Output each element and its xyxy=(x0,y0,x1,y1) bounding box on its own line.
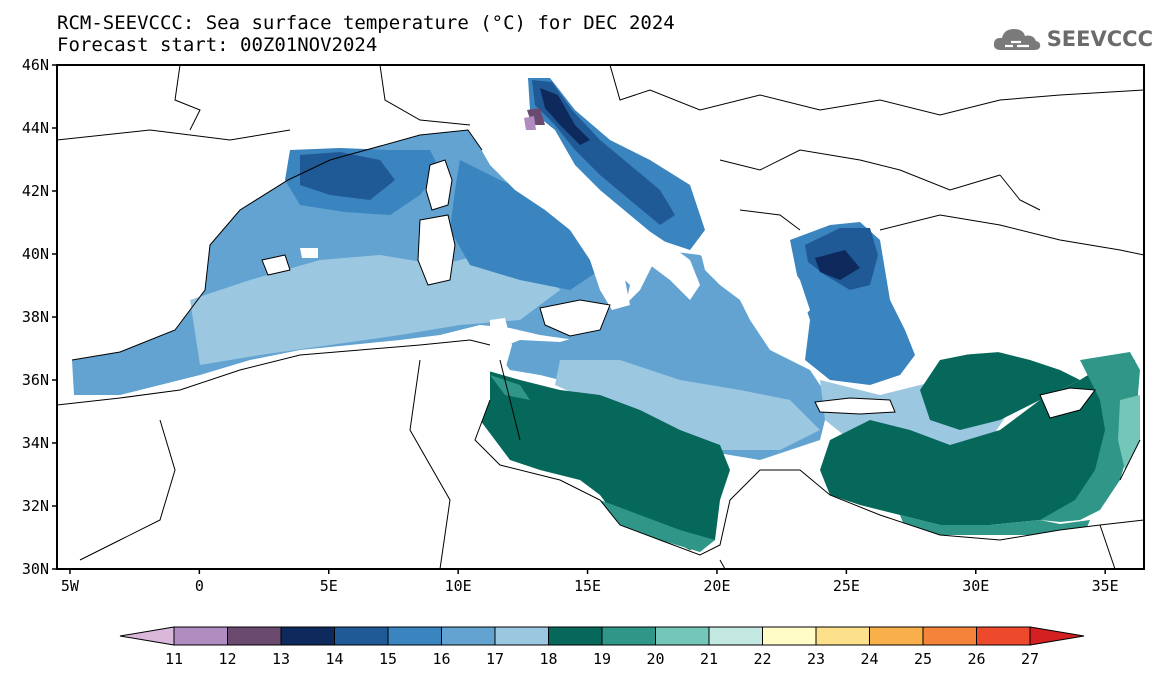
lon-tick-label: 10E xyxy=(445,577,472,595)
colorbar-label: 15 xyxy=(379,650,397,668)
map-title: RCM-SEEVCCC: Sea surface temperature (°C… xyxy=(57,12,675,34)
lon-tick-label: 15E xyxy=(574,577,601,595)
lon-tick-label: 5E xyxy=(320,577,338,595)
colorbar-swatch xyxy=(548,626,603,646)
lat-tick-label: 44N xyxy=(22,119,49,137)
colorbar-swatch xyxy=(601,626,656,646)
colorbar-label: 11 xyxy=(165,650,183,668)
lon-tick-label: 20E xyxy=(703,577,730,595)
lon-tick-label: 25E xyxy=(833,577,860,595)
lat-tick-label: 40N xyxy=(22,245,49,263)
land-mask xyxy=(57,130,1144,569)
lat-tick-label: 42N xyxy=(22,182,49,200)
colorbar: 11 12 13 14 15 16 17 18 19 20 21 22 23 24 25 26 27 xyxy=(119,626,1085,668)
lat-tick-label: 34N xyxy=(22,434,49,452)
longitude-axis: 5W 0 5E 10E 15E 20E 25E 30E 35E xyxy=(61,569,1119,595)
colorbar-swatch xyxy=(922,626,977,646)
colorbar-swatch xyxy=(655,626,710,646)
lon-tick-label: 0 xyxy=(195,577,204,595)
colorbar-label: 12 xyxy=(218,650,236,668)
colorbar-swatch xyxy=(976,626,1031,646)
sst-field xyxy=(57,78,1144,569)
cloud-icon xyxy=(993,29,1040,50)
lon-tick-label: 35E xyxy=(1092,577,1119,595)
colorbar-label: 23 xyxy=(807,650,825,668)
lat-tick-label: 32N xyxy=(22,497,49,515)
colorbar-swatch xyxy=(815,626,870,646)
gulf-of-sidra xyxy=(480,370,730,550)
colorbar-label: 13 xyxy=(272,650,290,668)
colorbar-swatch xyxy=(762,626,817,646)
lat-tick-label: 36N xyxy=(22,371,49,389)
colorbar-label: 22 xyxy=(753,650,771,668)
colorbar-label: 14 xyxy=(325,650,343,668)
colorbar-low-arrow xyxy=(119,626,175,646)
colorbar-label: 17 xyxy=(486,650,504,668)
colorbar-label: 27 xyxy=(1021,650,1039,668)
lat-tick-label: 38N xyxy=(22,308,49,326)
lat-tick-label: 30N xyxy=(22,560,49,578)
colorbar-swatch xyxy=(173,626,228,646)
colorbar-swatch xyxy=(334,626,389,646)
coastlines xyxy=(57,65,1144,569)
colorbar-swatch xyxy=(227,626,282,646)
colorbar-label: 24 xyxy=(860,650,878,668)
colorbar-swatch xyxy=(869,626,924,646)
forecast-start: Forecast start: 00Z01NOV2024 xyxy=(57,34,378,56)
lon-tick-label: 30E xyxy=(962,577,989,595)
colorbar-high-arrow xyxy=(1029,626,1085,646)
lat-tick-label: 46N xyxy=(22,56,49,74)
colorbar-label: 18 xyxy=(539,650,557,668)
seevccc-logo: SEEVCCC xyxy=(991,24,1153,54)
colorbar-label: 19 xyxy=(593,650,611,668)
colorbar-swatch xyxy=(280,626,335,646)
colorbar-swatch xyxy=(441,626,496,646)
colorbar-label: 21 xyxy=(700,650,718,668)
colorbar-swatch xyxy=(494,626,549,646)
lon-tick-label: 5W xyxy=(61,577,80,595)
colorbar-label: 20 xyxy=(646,650,664,668)
colorbar-swatch xyxy=(708,626,763,646)
colorbar-label: 25 xyxy=(914,650,932,668)
colorbar-swatch xyxy=(387,626,442,646)
colorbar-label: 16 xyxy=(432,650,450,668)
latitude-axis: 46N 44N 42N 40N 38N 36N 34N 32N 30N xyxy=(22,56,57,578)
colorbar-label: 26 xyxy=(967,650,985,668)
logo-text: SEEVCCC xyxy=(1046,27,1153,51)
